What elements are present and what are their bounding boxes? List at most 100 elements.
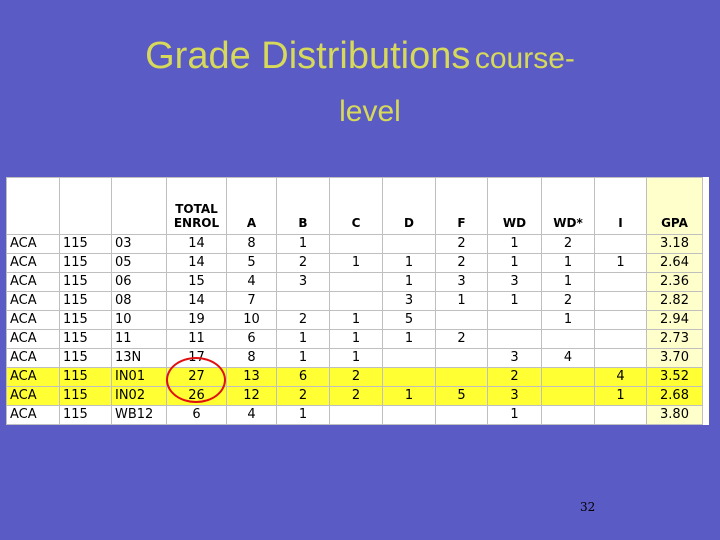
cell-wd-star: 1 bbox=[541, 272, 595, 292]
cell-total-enrol: 15 bbox=[166, 272, 227, 292]
cell-course: 115 bbox=[59, 405, 112, 425]
cell-gpa: 3.80 bbox=[646, 405, 703, 425]
cell-c bbox=[329, 291, 383, 311]
table-row: ACA 115 IN01 27 13 6 2 2 4 3.52 bbox=[6, 367, 703, 387]
table-row: ACA 115 11 11 6 1 1 1 2 2.73 bbox=[6, 329, 703, 349]
cell-course: 115 bbox=[59, 291, 112, 311]
cell-dept: ACA bbox=[6, 405, 60, 425]
cell-c bbox=[329, 405, 383, 425]
cell-wd-star: 2 bbox=[541, 291, 595, 311]
cell-b: 6 bbox=[276, 367, 330, 387]
cell-dept: ACA bbox=[6, 253, 60, 273]
cell-f: 5 bbox=[435, 386, 488, 406]
cell-wd-star bbox=[541, 329, 595, 349]
cell-wd: 1 bbox=[487, 405, 542, 425]
cell-wd-star: 1 bbox=[541, 253, 595, 273]
cell-course: 115 bbox=[59, 386, 112, 406]
header-a: A bbox=[226, 177, 277, 235]
cell-c: 1 bbox=[329, 348, 383, 368]
cell-i bbox=[594, 310, 647, 330]
header-d: D bbox=[382, 177, 436, 235]
cell-wd: 2 bbox=[487, 367, 542, 387]
cell-course: 115 bbox=[59, 234, 112, 254]
header-section bbox=[111, 177, 167, 235]
cell-d: 5 bbox=[382, 310, 436, 330]
cell-section: 08 bbox=[111, 291, 167, 311]
cell-d: 1 bbox=[382, 386, 436, 406]
cell-c: 1 bbox=[329, 329, 383, 349]
cell-wd-star: 1 bbox=[541, 310, 595, 330]
cell-d: 1 bbox=[382, 253, 436, 273]
table-row: ACA 115 06 15 4 3 1 3 3 1 2.36 bbox=[6, 272, 703, 292]
header-i: I bbox=[594, 177, 647, 235]
cell-wd bbox=[487, 310, 542, 330]
cell-section: IN01 bbox=[111, 367, 167, 387]
cell-a: 10 bbox=[226, 310, 277, 330]
cell-dept: ACA bbox=[6, 234, 60, 254]
cell-wd: 3 bbox=[487, 272, 542, 292]
cell-section: 06 bbox=[111, 272, 167, 292]
cell-f bbox=[435, 310, 488, 330]
cell-section: IN02 bbox=[111, 386, 167, 406]
cell-gpa: 2.64 bbox=[646, 253, 703, 273]
cell-gpa: 2.94 bbox=[646, 310, 703, 330]
grade-distribution-table: TOTAL ENROL A B C D F WD WD* I GPA ACA 115 03 14 8 1 2 1… bbox=[6, 177, 703, 425]
table-row: ACA 115 13N 17 8 1 1 3 4 3.70 bbox=[6, 348, 703, 368]
cell-total-enrol: 11 bbox=[166, 329, 227, 349]
cell-b: 1 bbox=[276, 234, 330, 254]
cell-a: 13 bbox=[226, 367, 277, 387]
page-number: 32 bbox=[580, 500, 596, 514]
cell-f bbox=[435, 348, 488, 368]
title-main: Grade Distributions bbox=[145, 35, 471, 77]
cell-gpa: 2.73 bbox=[646, 329, 703, 349]
cell-d bbox=[382, 367, 436, 387]
cell-i bbox=[594, 405, 647, 425]
table-row: ACA 115 WB12 6 4 1 1 3.80 bbox=[6, 405, 703, 425]
cell-a: 8 bbox=[226, 234, 277, 254]
cell-b: 1 bbox=[276, 405, 330, 425]
cell-c bbox=[329, 272, 383, 292]
header-gpa: GPA bbox=[646, 177, 703, 235]
cell-gpa: 3.70 bbox=[646, 348, 703, 368]
cell-i: 4 bbox=[594, 367, 647, 387]
cell-gpa: 3.52 bbox=[646, 367, 703, 387]
cell-i bbox=[594, 272, 647, 292]
cell-f bbox=[435, 367, 488, 387]
cell-f bbox=[435, 405, 488, 425]
cell-d bbox=[382, 348, 436, 368]
cell-b: 1 bbox=[276, 329, 330, 349]
header-f: F bbox=[435, 177, 488, 235]
header-row: TOTAL ENROL A B C D F WD WD* I GPA bbox=[6, 177, 703, 235]
cell-section: 03 bbox=[111, 234, 167, 254]
cell-section: 05 bbox=[111, 253, 167, 273]
cell-dept: ACA bbox=[6, 367, 60, 387]
cell-total-enrol: 14 bbox=[166, 291, 227, 311]
cell-section: WB12 bbox=[111, 405, 167, 425]
title-line2: level bbox=[339, 95, 401, 128]
cell-wd bbox=[487, 329, 542, 349]
cell-d: 1 bbox=[382, 272, 436, 292]
cell-a: 7 bbox=[226, 291, 277, 311]
cell-wd: 3 bbox=[487, 348, 542, 368]
cell-f: 1 bbox=[435, 291, 488, 311]
cell-dept: ACA bbox=[6, 329, 60, 349]
cell-wd: 1 bbox=[487, 291, 542, 311]
cell-dept: ACA bbox=[6, 272, 60, 292]
header-total-enrol: TOTAL ENROL bbox=[166, 177, 227, 235]
cell-section: 10 bbox=[111, 310, 167, 330]
cell-c: 1 bbox=[329, 310, 383, 330]
cell-wd: 3 bbox=[487, 386, 542, 406]
header-wd: WD bbox=[487, 177, 542, 235]
cell-course: 115 bbox=[59, 253, 112, 273]
cell-wd: 1 bbox=[487, 234, 542, 254]
cell-a: 4 bbox=[226, 405, 277, 425]
cell-d: 1 bbox=[382, 329, 436, 349]
cell-gpa: 2.36 bbox=[646, 272, 703, 292]
table-row: ACA 115 03 14 8 1 2 1 2 3.18 bbox=[6, 234, 703, 254]
cell-wd: 1 bbox=[487, 253, 542, 273]
cell-c: 2 bbox=[329, 386, 383, 406]
header-course bbox=[59, 177, 112, 235]
cell-f: 2 bbox=[435, 329, 488, 349]
slide-title: Grade Distributions course- level bbox=[60, 28, 660, 132]
header-wd-star: WD* bbox=[541, 177, 595, 235]
